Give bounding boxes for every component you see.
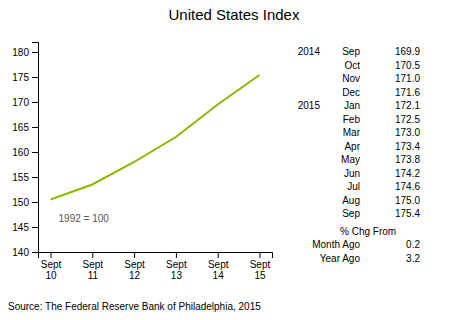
pct-chg-row-label: Month Ago bbox=[312, 239, 360, 250]
table-cell: 173.8 bbox=[395, 154, 420, 165]
x-tick: Sept15 bbox=[250, 252, 271, 281]
table-cell: 173.0 bbox=[395, 127, 420, 138]
y-tick-label: 165 bbox=[12, 122, 29, 133]
x-tick-label: Sept11 bbox=[83, 259, 104, 281]
table-cell: 171.0 bbox=[395, 73, 420, 84]
y-axis-line bbox=[32, 43, 39, 253]
table-cell: Apr bbox=[344, 141, 360, 152]
table-cell: Nov bbox=[342, 73, 360, 84]
y-tick-label: 175 bbox=[12, 72, 29, 83]
x-tick-mark bbox=[51, 252, 52, 258]
table-cell: 172.1 bbox=[395, 100, 420, 111]
y-tick: 175 bbox=[12, 72, 38, 83]
y-tick-mark bbox=[32, 252, 38, 253]
table-cell: May bbox=[341, 154, 360, 165]
y-tick-label: 180 bbox=[12, 47, 29, 58]
table-cell: 174.2 bbox=[395, 168, 420, 179]
pct-chg-label: % Chg From bbox=[340, 226, 396, 237]
x-axis-line bbox=[39, 253, 273, 259]
y-tick-mark bbox=[32, 202, 38, 203]
y-tick-label: 150 bbox=[12, 197, 29, 208]
x-tick-mark bbox=[259, 252, 260, 258]
y-tick: 160 bbox=[12, 147, 38, 158]
table-cell: Sep bbox=[342, 46, 360, 57]
x-tick-mark bbox=[134, 252, 135, 258]
x-tick-label: Sept13 bbox=[166, 259, 187, 281]
y-tick: 150 bbox=[12, 197, 38, 208]
table-cell: Jun bbox=[344, 168, 360, 179]
table-cell: 174.6 bbox=[395, 181, 420, 192]
pct-chg-row-value: 0.2 bbox=[406, 239, 420, 250]
annotation: 1992 = 100 bbox=[59, 213, 110, 224]
table-cell: 170.5 bbox=[395, 60, 420, 71]
chart: United States Index 140 145 150 155 160 165 170… bbox=[0, 0, 468, 320]
x-axis: Sept10 Sept11 Sept12 Sept13 Sept14 Sept15 bbox=[39, 252, 273, 281]
table-cell: Mar bbox=[343, 127, 361, 138]
y-tick-mark bbox=[32, 152, 38, 153]
x-tick-label: Sept14 bbox=[208, 259, 229, 281]
y-tick: 170 bbox=[12, 97, 38, 108]
x-tick-label: Sept12 bbox=[124, 259, 145, 281]
y-tick-mark bbox=[32, 177, 38, 178]
y-tick-mark bbox=[32, 102, 38, 103]
y-tick-mark bbox=[32, 52, 38, 53]
x-tick: Sept10 bbox=[41, 252, 62, 281]
table-cell: 173.4 bbox=[395, 141, 420, 152]
y-tick: 145 bbox=[12, 222, 38, 233]
line bbox=[51, 75, 260, 200]
table-cell: 171.6 bbox=[395, 87, 420, 98]
y-tick-label: 140 bbox=[12, 247, 29, 258]
y-tick-mark bbox=[32, 227, 38, 228]
table-cell: 169.9 bbox=[395, 46, 420, 57]
table-cell: Jul bbox=[347, 181, 360, 192]
source: Source: The Federal Reserve Bank of Phil… bbox=[8, 301, 261, 312]
y-tick-label: 155 bbox=[12, 172, 29, 183]
y-tick: 140 bbox=[12, 247, 38, 258]
table-cell: Dec bbox=[342, 87, 360, 98]
y-tick-label: 170 bbox=[12, 97, 29, 108]
y-tick-label: 160 bbox=[12, 147, 29, 158]
x-tick-label: Sept15 bbox=[250, 259, 271, 281]
y-tick: 180 bbox=[12, 47, 38, 58]
y-tick-mark bbox=[32, 77, 38, 78]
table-cell: 172.5 bbox=[395, 114, 420, 125]
x-tick: Sept13 bbox=[166, 252, 187, 281]
x-tick-mark bbox=[176, 252, 177, 258]
title: United States Index bbox=[169, 6, 300, 23]
x-tick-mark bbox=[218, 252, 219, 258]
y-tick-label: 145 bbox=[12, 222, 29, 233]
table-cell: Oct bbox=[344, 60, 360, 71]
table-cell: Jan bbox=[344, 100, 360, 111]
pct-chg-row-value: 3.2 bbox=[406, 253, 420, 264]
x-tick: Sept12 bbox=[124, 252, 145, 281]
table-cell: Aug bbox=[342, 195, 360, 206]
pct-chg-row-label: Year Ago bbox=[320, 253, 361, 264]
table-cell: 175.4 bbox=[395, 208, 420, 219]
x-tick: Sept11 bbox=[83, 252, 104, 281]
y-tick: 165 bbox=[12, 122, 38, 133]
table-cell: Feb bbox=[343, 114, 361, 125]
table-cell: Sep bbox=[342, 208, 360, 219]
y-tick: 155 bbox=[12, 172, 38, 183]
y-tick-mark bbox=[32, 127, 38, 128]
y-axis: 140 145 150 155 160 165 170 175 180 bbox=[12, 43, 38, 258]
plot-area bbox=[51, 75, 260, 200]
x-tick-mark bbox=[92, 252, 93, 258]
x-tick-label: Sept10 bbox=[41, 259, 62, 281]
table-cell: 2014 bbox=[298, 46, 321, 57]
table-cell: 2015 bbox=[298, 100, 321, 111]
x-tick: Sept14 bbox=[208, 252, 229, 281]
table-cell: 175.0 bbox=[395, 195, 420, 206]
side-table: 2014 Sep 169.9 Oct 170.5 Nov 171.0 Dec 171.6 2015… bbox=[298, 46, 421, 264]
